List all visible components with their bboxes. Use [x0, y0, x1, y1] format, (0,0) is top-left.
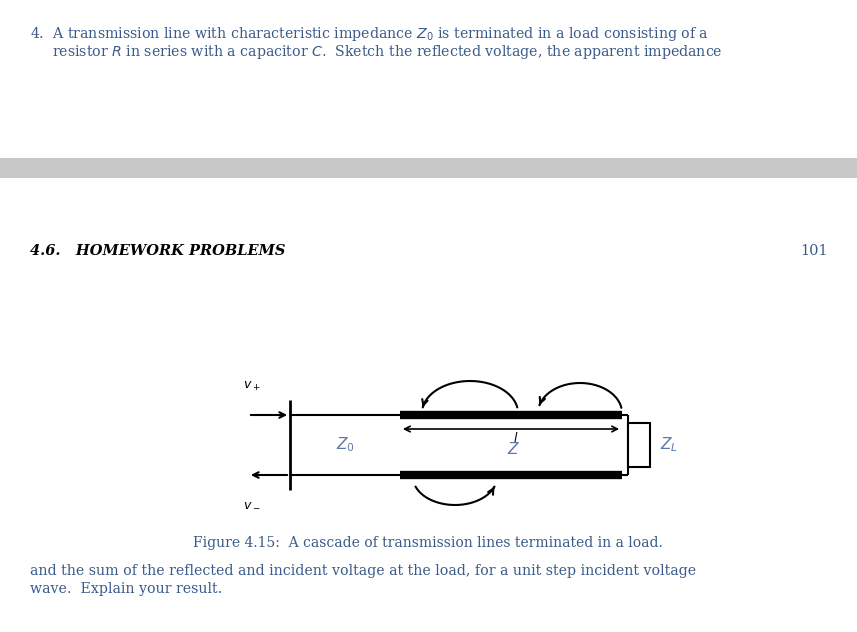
- Text: $l$: $l$: [513, 431, 518, 445]
- Text: resistor $R$ in series with a capacitor $C$.  Sketch the reflected voltage, the : resistor $R$ in series with a capacitor …: [52, 43, 722, 61]
- Text: Figure 4.15:  A cascade of transmission lines terminated in a load.: Figure 4.15: A cascade of transmission l…: [193, 536, 662, 550]
- Text: $Z_L$: $Z_L$: [660, 435, 678, 454]
- Bar: [628, 423, 650, 467]
- Text: wave.  Explain your result.: wave. Explain your result.: [30, 582, 222, 596]
- Text: $v_-$: $v_-$: [243, 497, 261, 510]
- Text: 4.6.   HOMEWORK PROBLEMS: 4.6. HOMEWORK PROBLEMS: [30, 244, 285, 258]
- Text: $Z$: $Z$: [507, 441, 520, 457]
- Text: 101: 101: [800, 244, 828, 258]
- Text: $v_+$: $v_+$: [243, 380, 261, 393]
- Bar: [0, 158, 857, 178]
- Text: $Z_0$: $Z_0$: [336, 435, 355, 454]
- Text: 4.  A transmission line with characteristic impedance $Z_0$ is terminated in a l: 4. A transmission line with characterist…: [30, 25, 709, 43]
- Text: and the sum of the reflected and incident voltage at the load, for a unit step i: and the sum of the reflected and inciden…: [30, 564, 696, 578]
